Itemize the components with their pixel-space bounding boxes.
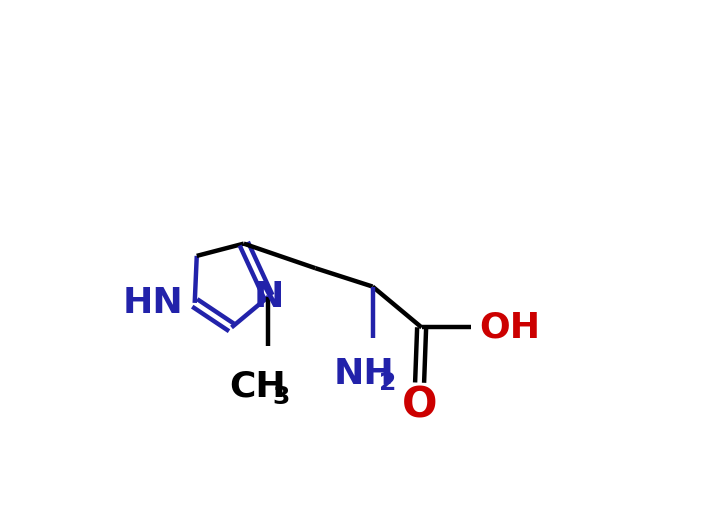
Text: OH: OH <box>480 311 541 345</box>
Text: 2: 2 <box>380 372 397 396</box>
Text: NH: NH <box>334 357 395 391</box>
Text: 3: 3 <box>272 385 289 409</box>
Text: HN: HN <box>122 286 183 320</box>
Text: O: O <box>402 384 437 426</box>
Text: CH: CH <box>229 370 286 404</box>
Text: N: N <box>253 280 283 314</box>
